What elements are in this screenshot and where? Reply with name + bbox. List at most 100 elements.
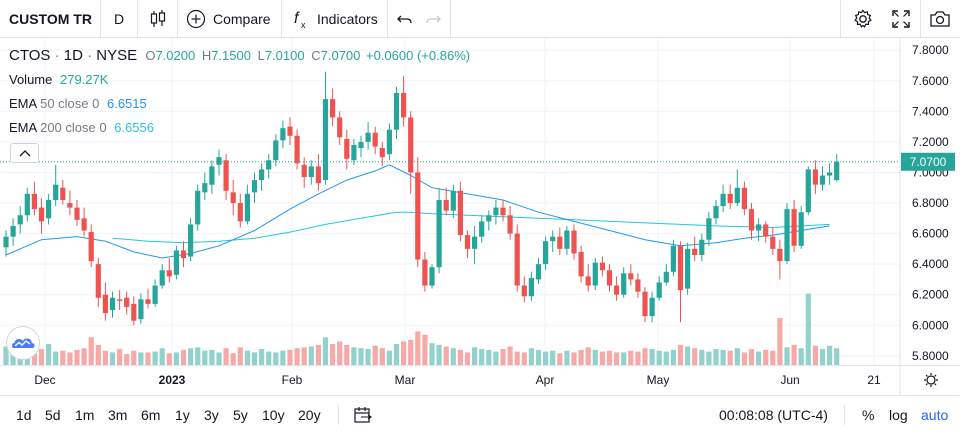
ema50-legend[interactable]: EMA 50 close 0 6.6515 — [9, 96, 147, 111]
candle-body[interactable] — [138, 299, 144, 320]
log-scale-toggle[interactable]: log — [889, 396, 908, 434]
screenshot-button[interactable] — [929, 0, 951, 38]
candle-body[interactable] — [436, 199, 442, 268]
settings-button[interactable] — [852, 0, 874, 38]
candle-body[interactable] — [315, 166, 321, 184]
date-range-button[interactable] — [353, 396, 373, 434]
candle-body[interactable] — [486, 215, 492, 222]
candle-body[interactable] — [152, 285, 158, 304]
range-button-5d[interactable]: 5d — [45, 396, 61, 434]
candle-body[interactable] — [564, 230, 570, 249]
candle-body[interactable] — [209, 166, 215, 185]
candle-body[interactable] — [287, 126, 293, 136]
undo-button[interactable] — [396, 0, 414, 38]
candle-body[interactable] — [53, 184, 59, 200]
main-legend[interactable]: CTOS · 1D · NYSE O7.0200 H7.1500 L7.0100… — [9, 47, 470, 64]
candle-body[interactable] — [294, 135, 300, 164]
candle-body[interactable] — [330, 99, 336, 118]
candle-body[interactable] — [692, 248, 698, 255]
candle-body[interactable] — [259, 169, 265, 181]
candle-body[interactable] — [734, 187, 740, 204]
candle-body[interactable] — [358, 141, 364, 149]
candle-body[interactable] — [819, 175, 826, 185]
candle-body[interactable] — [543, 241, 549, 265]
candle-body[interactable] — [401, 93, 407, 118]
candle-body[interactable] — [528, 277, 534, 297]
candle-body[interactable] — [628, 273, 634, 280]
candle-body[interactable] — [337, 117, 343, 138]
candle-body[interactable] — [365, 132, 371, 142]
candle-body[interactable] — [493, 207, 499, 216]
candle-body[interactable] — [770, 236, 776, 249]
candle-body[interactable] — [472, 236, 478, 249]
range-button-10y[interactable]: 10y — [262, 396, 285, 434]
candle-body[interactable] — [649, 297, 655, 317]
candle-body[interactable] — [31, 193, 37, 210]
candle-body[interactable] — [351, 144, 357, 161]
candle-body[interactable] — [450, 190, 456, 211]
candle-body[interactable] — [301, 164, 307, 178]
chart-area[interactable]: 7.8000 7.6000 7.4000 7.2000 7.0000 6.8000 6.60… — [0, 38, 960, 395]
candle-body[interactable] — [322, 99, 329, 181]
candle-body[interactable] — [244, 193, 250, 222]
range-button-6m[interactable]: 6m — [141, 396, 160, 434]
candle-body[interactable] — [827, 172, 833, 176]
candle-body[interactable] — [464, 235, 471, 249]
redo-button[interactable] — [424, 0, 442, 38]
candle-body[interactable] — [500, 207, 506, 216]
candle-body[interactable] — [784, 209, 790, 262]
candle-body[interactable] — [756, 224, 762, 231]
candle-body[interactable] — [393, 93, 400, 130]
candle-body[interactable] — [308, 166, 314, 178]
candle-body[interactable] — [273, 140, 279, 161]
candle-body[interactable] — [621, 273, 627, 295]
candle-body[interactable] — [173, 250, 179, 275]
candle-body[interactable] — [443, 199, 449, 211]
candle-body[interactable] — [514, 233, 520, 286]
volume-legend[interactable]: Volume 279.27K — [9, 72, 108, 87]
candle-body[interactable] — [372, 132, 378, 147]
candle-body[interactable] — [46, 199, 52, 219]
time-axis[interactable]: Dec 2023 Feb Mar Apr May Jun 21 — [34, 373, 881, 387]
candle-body[interactable] — [663, 271, 669, 283]
candle-body[interactable] — [791, 209, 797, 246]
chart-type-button[interactable] — [149, 0, 167, 38]
candle-body[interactable] — [230, 192, 236, 204]
candle-body[interactable] — [606, 270, 613, 286]
price-chart[interactable]: 7.80007.60007.40007.20007.00006.80006.60… — [0, 38, 960, 395]
candle-body[interactable] — [578, 251, 584, 277]
candle-body[interactable] — [592, 262, 598, 286]
collapse-legend-button[interactable] — [10, 143, 39, 163]
candle-body[interactable] — [685, 248, 691, 289]
candle-body[interactable] — [237, 203, 243, 222]
candle-body[interactable] — [521, 285, 527, 297]
candle-body[interactable] — [699, 239, 705, 255]
candle-body[interactable] — [10, 225, 16, 237]
candle-body[interactable] — [188, 224, 194, 257]
candle-body[interactable] — [741, 187, 747, 210]
candle-body[interactable] — [166, 270, 172, 277]
candle-body[interactable] — [429, 267, 435, 286]
candle-body[interactable] — [415, 172, 421, 260]
range-button-1y[interactable]: 1y — [175, 396, 190, 434]
candle-body[interactable] — [159, 270, 165, 286]
candle-body[interactable] — [507, 215, 513, 234]
ema200-legend[interactable]: EMA 200 close 0 6.6556 — [9, 120, 154, 135]
candle-body[interactable] — [379, 148, 385, 158]
candle-body[interactable] — [195, 190, 201, 225]
candle-body[interactable] — [109, 297, 116, 310]
candle-body[interactable] — [763, 224, 769, 237]
candle-body[interactable] — [88, 232, 94, 262]
candle-body[interactable] — [3, 236, 9, 248]
candle-body[interactable] — [117, 299, 123, 301]
percent-scale-toggle[interactable]: % — [862, 396, 874, 434]
range-button-1m[interactable]: 1m — [75, 396, 94, 434]
candle-body[interactable] — [614, 285, 620, 295]
candle-body[interactable] — [202, 183, 208, 193]
candle-body[interactable] — [216, 157, 222, 165]
fullscreen-button[interactable] — [891, 0, 911, 38]
candle-body[interactable] — [251, 180, 258, 193]
candle-body[interactable] — [60, 187, 66, 200]
candle-body[interactable] — [720, 193, 726, 207]
candle-body[interactable] — [38, 207, 45, 222]
